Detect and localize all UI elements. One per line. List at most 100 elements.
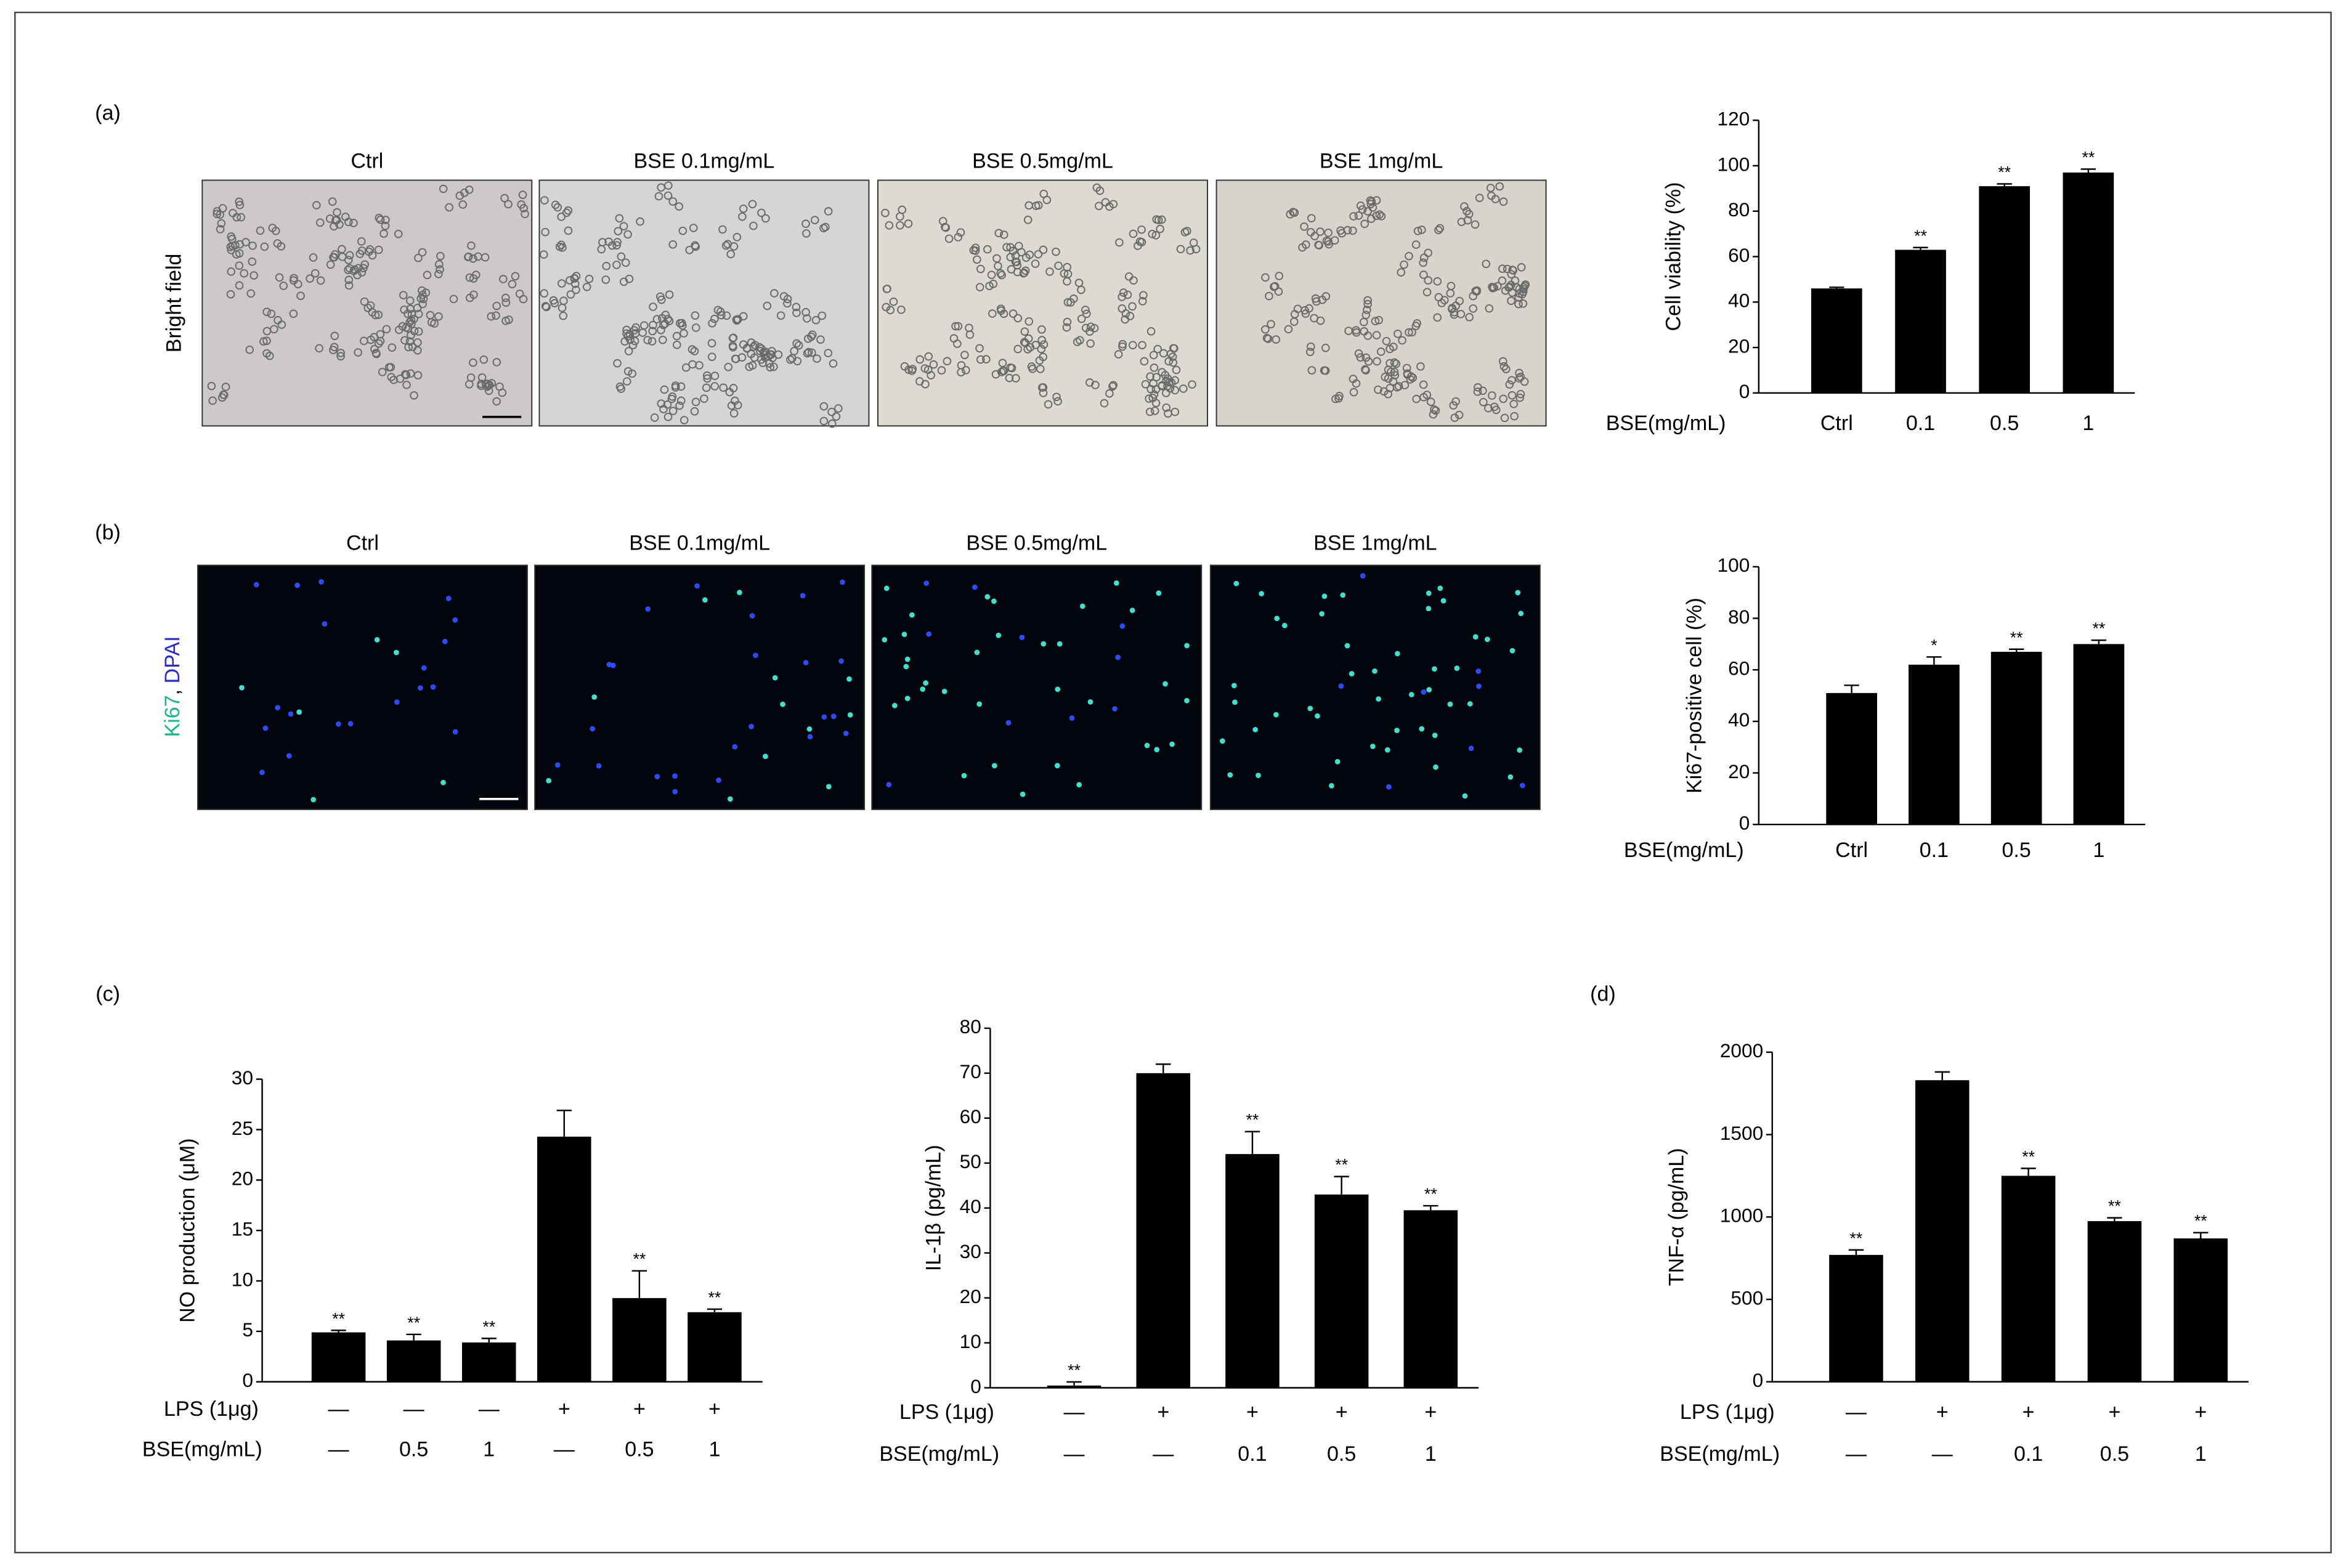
cell xyxy=(1219,738,1225,744)
cell xyxy=(1419,270,1428,279)
cell xyxy=(612,241,621,250)
cell xyxy=(1090,323,1099,333)
significance: ** xyxy=(2092,619,2105,638)
bar xyxy=(1403,1210,1458,1388)
cell xyxy=(1363,299,1372,309)
cell xyxy=(660,385,669,394)
cell xyxy=(378,368,387,376)
cell xyxy=(1274,615,1280,622)
cell xyxy=(1052,247,1060,256)
cell xyxy=(1264,335,1273,343)
cell xyxy=(1400,260,1408,269)
cell xyxy=(808,348,816,357)
cell xyxy=(1354,349,1363,358)
cell xyxy=(1491,195,1500,203)
cell xyxy=(961,773,967,779)
cell xyxy=(729,409,739,418)
cell xyxy=(1373,357,1381,366)
cell xyxy=(434,312,443,321)
x-tick-label: + xyxy=(558,1397,570,1421)
cell xyxy=(590,726,596,732)
cell xyxy=(374,339,383,348)
y-tick-label: 20 xyxy=(232,1168,253,1190)
cell xyxy=(1392,359,1401,368)
cell xyxy=(954,233,963,242)
cell xyxy=(499,275,508,283)
cell xyxy=(663,412,673,421)
cell xyxy=(1158,381,1167,390)
cell xyxy=(1006,363,1015,372)
cell xyxy=(1023,216,1033,224)
cell xyxy=(344,281,354,290)
cell xyxy=(1169,358,1178,367)
label-part: DPAI xyxy=(161,636,184,683)
cell xyxy=(731,354,740,364)
figure-border xyxy=(14,11,2332,1554)
cell xyxy=(882,636,888,643)
y-tick-label: 500 xyxy=(1730,1286,1763,1309)
cell xyxy=(259,770,265,776)
cell xyxy=(1014,242,1023,251)
cell xyxy=(1270,282,1278,291)
cell xyxy=(310,797,317,803)
y-tick-label: 40 xyxy=(1728,709,1750,731)
cell xyxy=(794,341,803,350)
cell xyxy=(554,762,561,768)
cell xyxy=(1398,336,1406,345)
cell xyxy=(989,279,998,288)
cell xyxy=(294,582,300,588)
cell xyxy=(505,315,513,324)
cell xyxy=(960,351,969,359)
cell xyxy=(630,326,639,335)
cell xyxy=(747,349,756,359)
cell xyxy=(1447,701,1453,707)
cell xyxy=(619,222,628,230)
significance: ** xyxy=(1850,1229,1863,1248)
cell xyxy=(832,412,841,421)
cell xyxy=(1140,357,1149,366)
cell xyxy=(1435,224,1445,233)
cell xyxy=(827,419,837,428)
cell xyxy=(1354,211,1363,220)
cell xyxy=(665,317,674,325)
y-tick-label: 25 xyxy=(232,1117,253,1139)
y-axis-label: TNF-α (pg/mL) xyxy=(1665,1148,1689,1286)
y-tick-label: 0 xyxy=(970,1375,981,1397)
cell xyxy=(718,225,727,234)
cell xyxy=(570,274,579,283)
micrograph xyxy=(201,179,533,427)
cell xyxy=(1086,339,1095,348)
x-tick-label: + xyxy=(1424,1400,1437,1424)
cell xyxy=(1307,342,1315,351)
cell xyxy=(1517,263,1526,272)
cell xyxy=(1020,327,1029,336)
cell xyxy=(991,598,997,604)
cell xyxy=(1363,331,1373,340)
cell xyxy=(1395,651,1400,657)
cell xyxy=(643,336,652,344)
x-tick-label: — xyxy=(1846,1400,1867,1424)
y-tick-label: 50 xyxy=(960,1150,981,1172)
cell xyxy=(1021,253,1031,262)
cell xyxy=(657,295,666,304)
cell xyxy=(1507,296,1515,306)
y-tick-label: 80 xyxy=(960,1015,981,1038)
cell xyxy=(402,380,411,389)
cell xyxy=(757,208,766,217)
cell xyxy=(974,649,980,656)
cell xyxy=(1349,671,1355,676)
cell xyxy=(406,369,415,378)
cell xyxy=(1321,343,1330,352)
cell xyxy=(1289,208,1297,216)
cell xyxy=(676,396,686,405)
cell xyxy=(237,213,245,222)
cell xyxy=(724,362,733,372)
cell xyxy=(956,228,965,237)
cell xyxy=(1074,278,1084,287)
cell xyxy=(672,773,678,779)
cell xyxy=(997,270,1006,280)
cell xyxy=(1475,193,1484,202)
cell xyxy=(1129,341,1137,350)
cell xyxy=(676,382,686,391)
cell xyxy=(1019,635,1025,641)
